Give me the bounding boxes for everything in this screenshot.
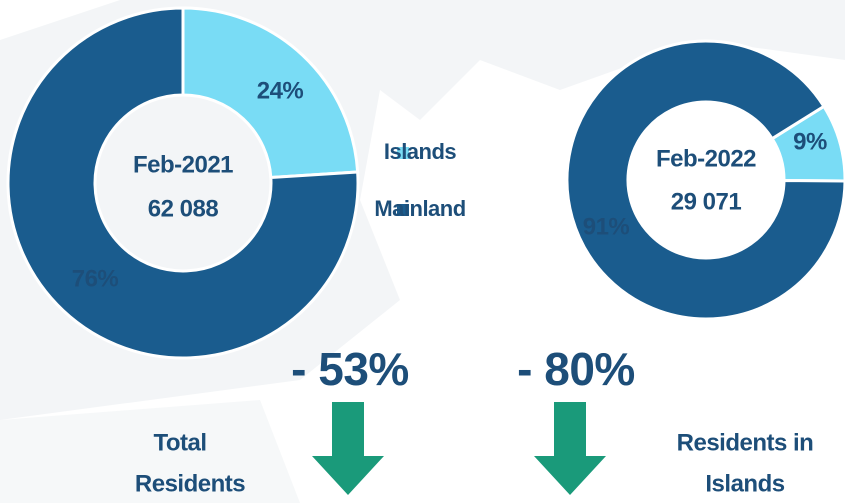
- data-label: 91%: [583, 213, 630, 240]
- donut-slice: [565, 39, 845, 321]
- annotation-label: Total: [153, 429, 206, 456]
- down-arrow: [534, 402, 606, 495]
- down-arrow: [312, 402, 384, 495]
- legend-label: Islands: [384, 139, 457, 164]
- annotation-label: Residents: [135, 470, 245, 497]
- data-label: 76%: [72, 265, 119, 292]
- center-label: Feb-2022: [656, 145, 756, 172]
- center-label: 29 071: [671, 188, 742, 215]
- change-label: - 53%: [291, 343, 409, 395]
- center-label: Feb-2021: [133, 151, 233, 178]
- center-label: 62 088: [148, 195, 219, 222]
- annotation-label: Islands: [705, 470, 784, 497]
- change-label: - 80%: [517, 343, 635, 395]
- annotation-label: Residents in: [677, 429, 814, 456]
- data-label: 9%: [793, 128, 827, 155]
- data-label: 24%: [257, 77, 304, 104]
- donut-slice: [6, 6, 360, 360]
- legend-label: Mainland: [374, 196, 465, 221]
- donut-slice: [181, 6, 360, 180]
- legend-swatch: [397, 204, 409, 216]
- legend-swatch: [397, 147, 409, 159]
